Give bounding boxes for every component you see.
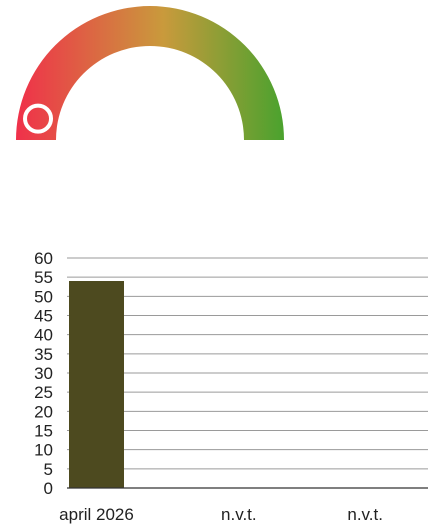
y-tick-label: 45 [34,307,53,326]
y-tick-label: 60 [34,249,53,268]
bars [69,281,124,488]
x-category-label: n.v.t. [221,505,257,524]
y-tick-label: 40 [34,326,53,345]
y-tick-label: 55 [34,268,53,287]
y-tick-label: 30 [34,364,53,383]
x-axis-categories: april 2026 n.v.t. n.v.t. [59,505,383,524]
bar[interactable] [69,281,124,488]
y-tick-label: 25 [34,383,53,402]
x-category-label: april 2026 [59,505,134,524]
gridlines [67,257,428,470]
y-tick-label: 20 [34,402,53,421]
y-tick-label: 50 [34,287,53,306]
y-tick-label: 10 [34,441,53,460]
y-tick-label: 0 [44,479,53,498]
y-tick-label: 15 [34,422,53,441]
x-category-label: n.v.t. [347,505,383,524]
y-tick-label: 35 [34,345,53,364]
gauge [16,6,284,141]
y-tick-label: 5 [44,460,53,479]
gauge-arc [16,6,284,141]
gauge-knob[interactable] [23,103,54,134]
